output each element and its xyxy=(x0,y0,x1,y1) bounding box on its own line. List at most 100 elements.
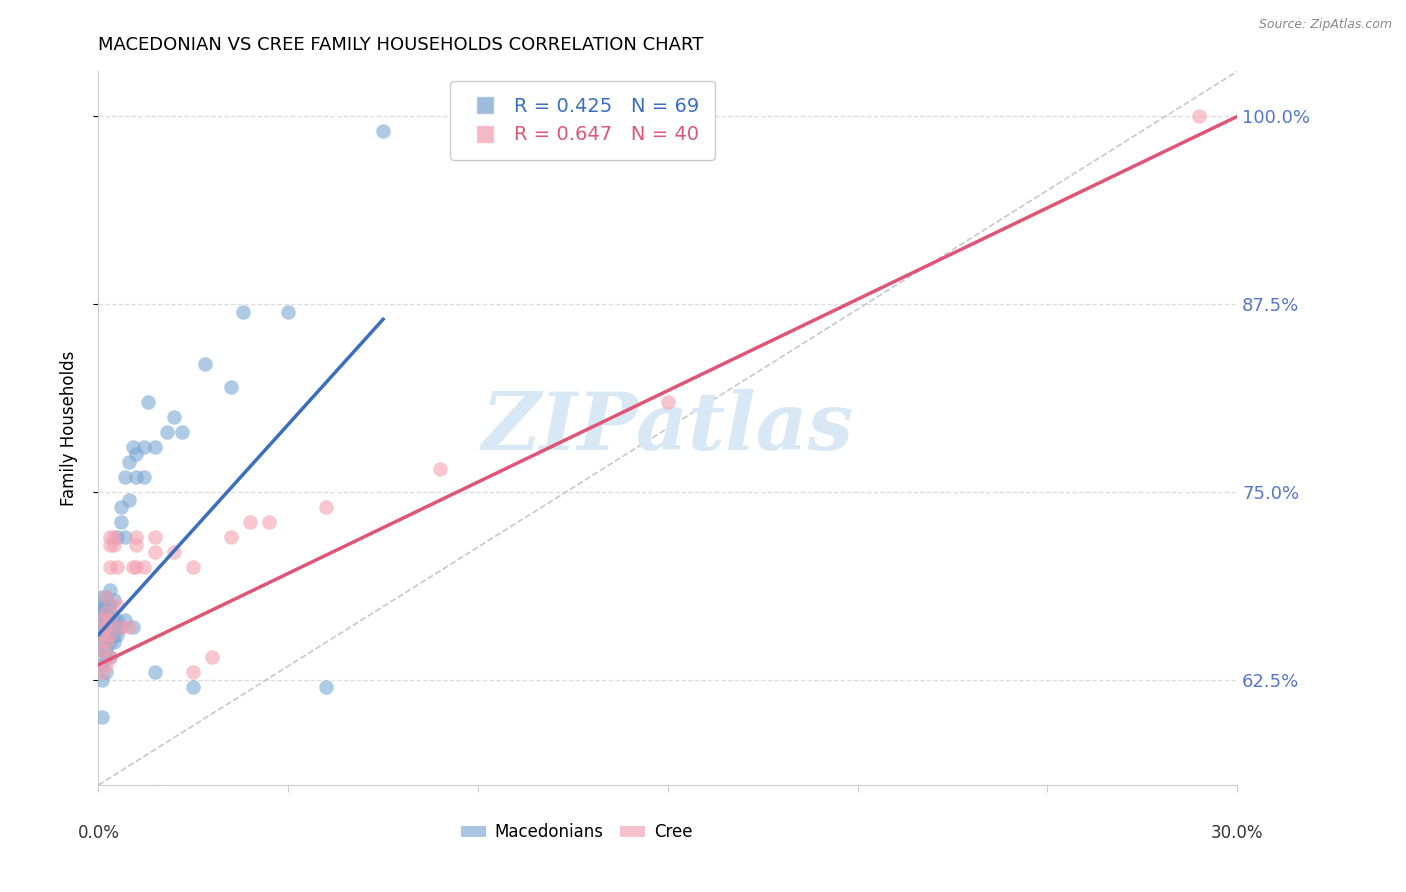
Point xyxy=(110,515,132,529)
Point xyxy=(132,560,155,574)
Point xyxy=(94,605,117,619)
Point xyxy=(98,628,121,642)
Point xyxy=(201,650,224,665)
Point xyxy=(91,608,114,623)
Point xyxy=(194,357,217,371)
Point xyxy=(118,492,141,507)
Point xyxy=(91,613,114,627)
Point xyxy=(183,681,205,695)
Point xyxy=(98,635,121,649)
Point xyxy=(94,590,117,604)
Point xyxy=(136,395,159,409)
Point xyxy=(118,455,141,469)
Point xyxy=(91,710,114,724)
Point xyxy=(91,665,114,680)
Point xyxy=(94,605,117,619)
Point xyxy=(371,124,394,138)
Point xyxy=(98,613,121,627)
Point xyxy=(277,304,299,318)
Point xyxy=(91,613,114,627)
Point xyxy=(103,620,125,634)
Point xyxy=(163,409,186,424)
Point xyxy=(429,462,451,476)
Point xyxy=(110,500,132,514)
Point xyxy=(98,620,121,634)
Point xyxy=(91,673,114,687)
Point xyxy=(132,470,155,484)
Point xyxy=(91,602,114,616)
Point xyxy=(145,530,167,544)
Point xyxy=(98,628,121,642)
Point xyxy=(110,620,132,634)
Point xyxy=(183,560,205,574)
Legend: Macedonians, Cree: Macedonians, Cree xyxy=(454,817,699,848)
Point xyxy=(98,650,121,665)
Point xyxy=(114,470,136,484)
Point xyxy=(114,530,136,544)
Point xyxy=(107,620,129,634)
Point xyxy=(94,650,117,665)
Point xyxy=(239,515,262,529)
Point xyxy=(145,440,167,454)
Point xyxy=(103,635,125,649)
Point xyxy=(221,530,243,544)
Point xyxy=(94,635,117,649)
Point xyxy=(114,613,136,627)
Point xyxy=(132,440,155,454)
Point xyxy=(107,598,129,612)
Point xyxy=(91,590,114,604)
Text: Source: ZipAtlas.com: Source: ZipAtlas.com xyxy=(1258,18,1392,31)
Point xyxy=(103,538,125,552)
Point xyxy=(183,665,205,680)
Point xyxy=(91,657,114,672)
Point xyxy=(94,628,117,642)
Point xyxy=(94,642,117,657)
Point xyxy=(91,628,114,642)
Point xyxy=(103,628,125,642)
Point xyxy=(98,582,121,597)
Point xyxy=(107,560,129,574)
Point xyxy=(98,613,121,627)
Point xyxy=(315,500,337,514)
Point xyxy=(232,304,254,318)
Point xyxy=(98,530,121,544)
Point xyxy=(103,593,125,607)
Point xyxy=(118,620,141,634)
Text: MACEDONIAN VS CREE FAMILY HOUSEHOLDS CORRELATION CHART: MACEDONIAN VS CREE FAMILY HOUSEHOLDS COR… xyxy=(98,36,704,54)
Point xyxy=(121,560,143,574)
Point xyxy=(98,598,121,612)
Point xyxy=(91,605,114,619)
Point xyxy=(121,620,143,634)
Point xyxy=(1188,110,1211,124)
Point xyxy=(98,650,121,665)
Point xyxy=(125,530,148,544)
Point xyxy=(98,560,121,574)
Point xyxy=(91,642,114,657)
Point xyxy=(259,515,281,529)
Point xyxy=(98,605,121,619)
Point xyxy=(91,635,114,649)
Point xyxy=(145,545,167,559)
Point xyxy=(315,681,337,695)
Point xyxy=(94,620,117,634)
Point xyxy=(98,538,121,552)
Point xyxy=(170,425,193,439)
Point xyxy=(125,560,148,574)
Point xyxy=(156,425,179,439)
Point xyxy=(91,598,114,612)
Point xyxy=(103,613,125,627)
Text: ZIPatlas: ZIPatlas xyxy=(482,390,853,467)
Point xyxy=(94,635,117,649)
Point xyxy=(148,785,170,799)
Text: 0.0%: 0.0% xyxy=(77,824,120,842)
Point xyxy=(91,620,114,634)
Point xyxy=(657,395,679,409)
Point xyxy=(91,642,114,657)
Point xyxy=(125,538,148,552)
Point xyxy=(201,793,224,807)
Point xyxy=(107,628,129,642)
Y-axis label: Family Households: Family Households xyxy=(59,351,77,506)
Point xyxy=(221,380,243,394)
Point xyxy=(94,665,117,680)
Point xyxy=(94,657,117,672)
